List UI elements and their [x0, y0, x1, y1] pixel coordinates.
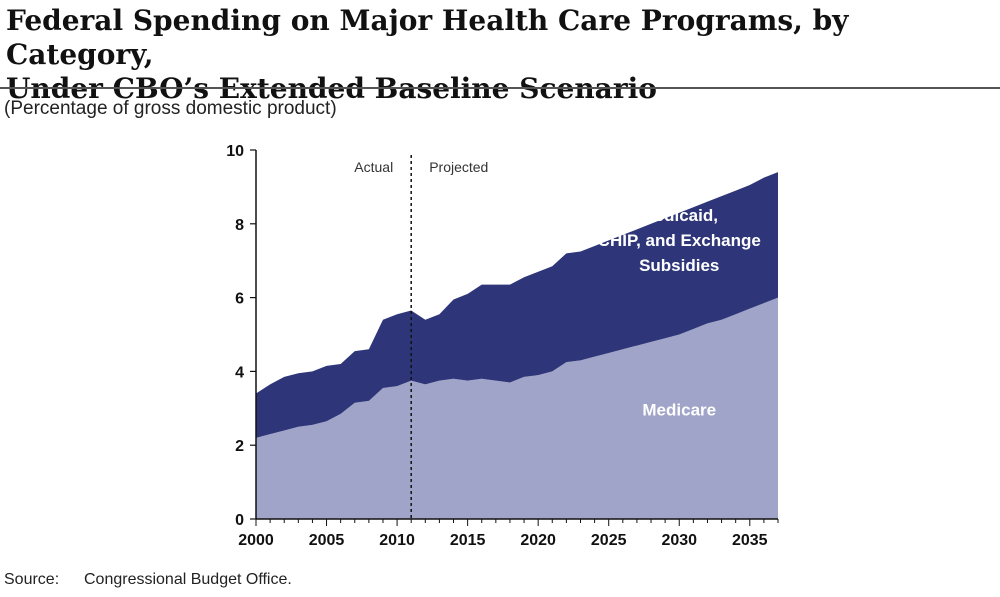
projected-label: Projected	[429, 159, 488, 175]
actual-label: Actual	[354, 159, 393, 175]
x-tick-label: 2035	[732, 532, 768, 549]
source-note: Source: Congressional Budget Office.	[4, 571, 292, 589]
y-tick-label: 2	[235, 438, 244, 455]
area-series-2	[256, 172, 778, 438]
y-tick-label: 6	[235, 291, 244, 308]
y-tick-label: 4	[235, 364, 244, 381]
chart-title-line-1: Federal Spending on Major Health Care Pr…	[6, 4, 849, 71]
area-label-1: Medicare	[642, 401, 716, 420]
x-tick-label: 2005	[309, 532, 345, 549]
chart-subtitle: (Percentage of gross domestic product)	[4, 98, 337, 119]
x-tick-label: 2020	[520, 532, 556, 549]
area-label-2: Medicaid,	[641, 206, 718, 225]
x-tick-label: 2015	[450, 532, 486, 549]
x-tick-label: 2025	[591, 532, 627, 549]
area-series-1	[256, 297, 778, 519]
y-tick-label: 10	[226, 143, 244, 160]
source-label: Source:	[4, 571, 60, 588]
x-tick-label: 2010	[379, 532, 415, 549]
source-text: Congressional Budget Office.	[84, 571, 292, 588]
area-label-2: Subsidies	[639, 256, 719, 275]
x-tick-label: 2030	[661, 532, 697, 549]
x-tick-label: 2000	[238, 532, 274, 549]
y-tick-label: 8	[235, 217, 244, 234]
title-divider	[0, 87, 1000, 89]
area-label-2: CHIP, and Exchange	[598, 231, 761, 250]
y-tick-label: 0	[235, 512, 244, 529]
